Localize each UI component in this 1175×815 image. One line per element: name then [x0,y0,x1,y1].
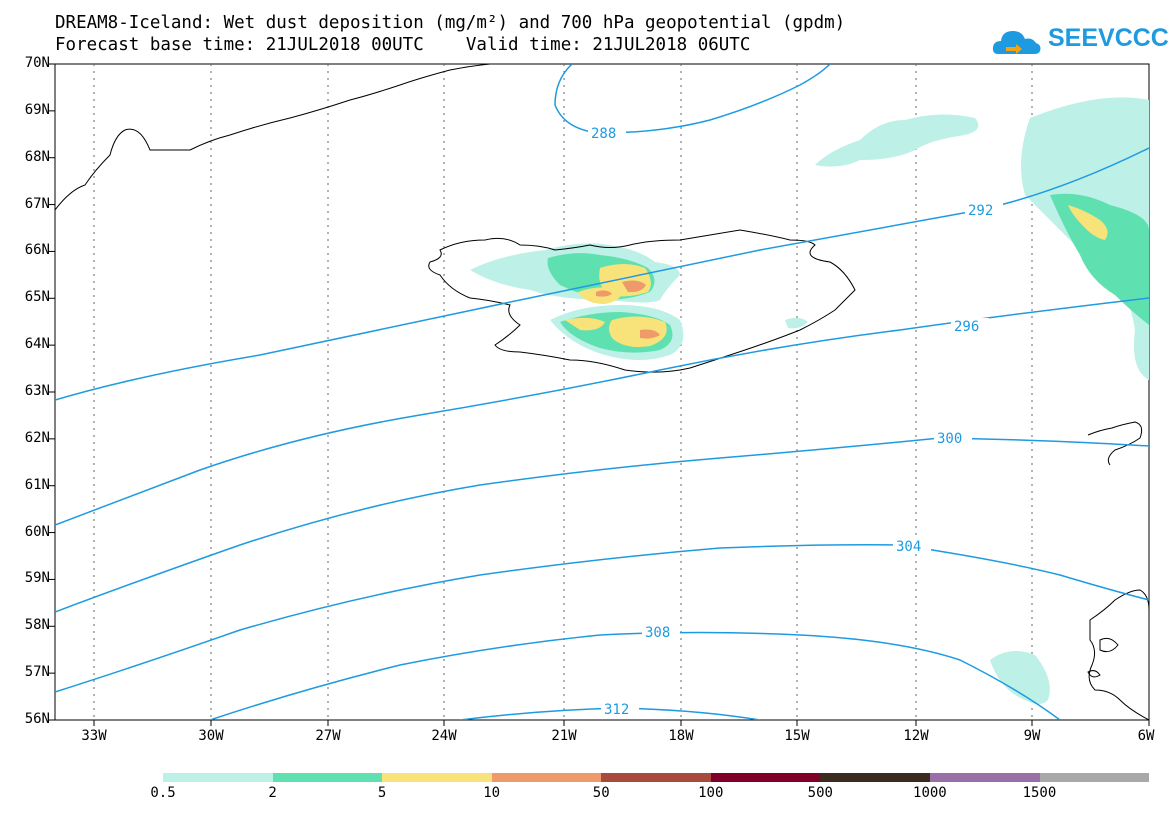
lat-label: 57N [24,664,50,681]
lon-label: 9W [1023,728,1041,744]
dust-0.5-north [815,114,979,167]
lat-label: 56N [24,711,50,727]
legend-swatch [272,773,383,782]
lon-label: 33W [81,728,107,744]
lat-label: 58N [24,617,50,634]
lon-label: 27W [315,728,341,744]
axis-ticks [49,63,1150,726]
color-legend-bar [163,773,1150,782]
contour-304 [55,544,1149,693]
title-line-1: DREAM8-Iceland: Wet dust deposition (mg/… [55,13,846,33]
legend-label: 2 [268,785,277,801]
dust-10-iceland-n [622,280,646,293]
contour-288 [554,64,831,134]
dust-10-iceland-s [640,329,660,339]
legend-label: 100 [698,785,724,801]
lon-label: 21W [551,728,577,744]
legend-swatch [382,773,492,782]
lon-label: 12W [903,728,929,744]
dust-deposition-field [470,97,1149,704]
lat-label: 65N [24,289,50,306]
cloud-logo-icon [992,31,1041,54]
contour-label-304: 304 [896,539,921,555]
legend-label: 10 [483,785,501,801]
lon-label: 24W [431,728,457,744]
legend-swatch [491,773,602,782]
lat-label: 60N [24,523,50,540]
iceland-coast [428,229,856,373]
lon-label: 30W [198,728,224,744]
title-line-2: Forecast base time: 21JUL2018 00UTC Vali… [55,35,751,55]
greenland-coast [55,64,491,211]
dust-0.5-southeast [990,651,1050,704]
scotland-islands [1087,637,1119,678]
scotland-coast [1088,589,1149,720]
contour-label-296: 296 [954,319,979,335]
grid-lines [93,64,1033,720]
logo-text: SEEVCCC [1048,24,1169,52]
lat-label: 62N [24,429,50,446]
legend-swatch [601,773,711,782]
contour-label-308: 308 [645,625,670,641]
lat-label: 67N [24,195,50,212]
legend-swatch [710,773,821,782]
dust-2-east [1050,193,1149,325]
lat-label: 61N [24,476,50,493]
plot-frame [54,63,1150,721]
contour-296 [55,297,1149,526]
legend-label: 1000 [913,785,947,801]
legend-label: 0.5 [150,785,176,801]
legend-swatch [1039,773,1150,782]
legend-label: 500 [807,785,833,801]
lat-label: 69N [24,101,50,118]
legend-label: 5 [377,785,387,801]
lat-label: 68N [24,148,50,165]
contour-label-292: 292 [968,203,993,219]
lat-label: 64N [24,336,50,353]
dust-5-iceland-sw [565,317,605,331]
faroe-coast [1087,421,1143,466]
lat-label: 59N [24,570,50,587]
legend-swatch [820,773,930,782]
legend-swatch [929,773,1040,782]
coastlines [55,64,1149,720]
contour-label-288: 288 [591,126,616,142]
contour-label-312: 312 [604,702,629,718]
lat-label: 63N [24,383,50,399]
lat-label: 70N [24,55,50,71]
contour-labels: 288 292 296 300 304 308 312 [588,125,1003,718]
dust-10-iceland-c [596,290,612,297]
legend-swatch [163,773,273,782]
legend-label: 50 [592,785,610,801]
lat-label: 66N [24,242,50,259]
lon-label: 6W [1137,728,1155,744]
contour-label-300: 300 [937,431,962,447]
lon-label: 18W [668,728,694,744]
dust-0.5-iceland-e [785,317,808,329]
legend-label: 1500 [1022,785,1057,801]
lon-label: 15W [784,728,810,744]
dust-5-iceland-s [609,316,667,347]
dust-5-east [1068,205,1108,240]
